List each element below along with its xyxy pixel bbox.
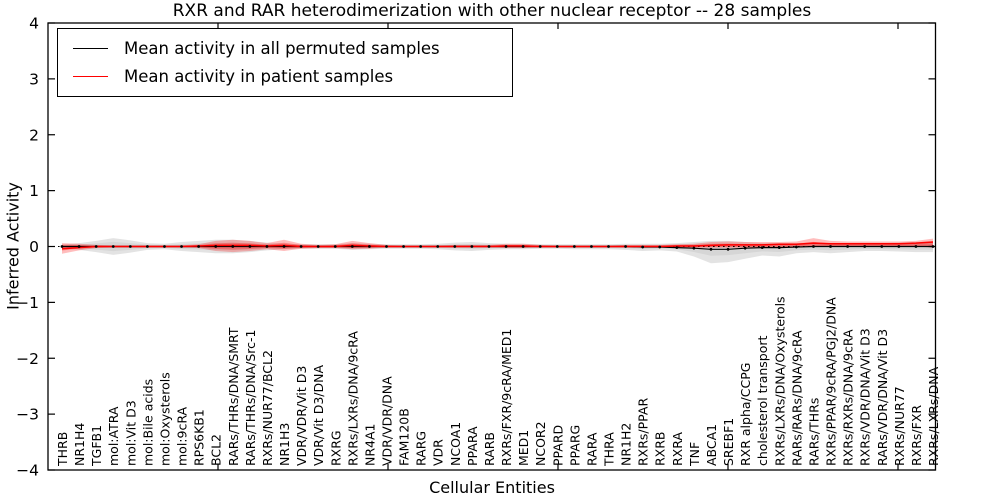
x-tick-label: RXRG xyxy=(328,430,343,466)
x-tick-label: PPARA xyxy=(465,426,480,466)
legend-label-patient: Mean activity in patient samples xyxy=(124,66,394,86)
x-tick-label: PPARG xyxy=(567,425,582,466)
x-tick-label: mol:Vit D3 xyxy=(123,400,138,466)
x-tick-label: BCL2 xyxy=(209,434,224,466)
y-axis-ticks: 4 3 2 1 0 −1 −2 −3 −4 xyxy=(16,15,936,480)
x-tick-label: NCOA1 xyxy=(448,422,463,466)
y-tick-label: 1 xyxy=(29,182,39,200)
y-tick-label: −1 xyxy=(16,294,39,312)
y-tick-label: 0 xyxy=(29,238,39,256)
x-tick-label: mol:9cRA xyxy=(175,406,190,466)
x-axis-ticks xyxy=(217,23,899,470)
x-tick-label: RXRs/VDR/DNA/Vit D3 xyxy=(858,328,873,466)
x-tick-label: THRA xyxy=(602,432,617,467)
x-tick-label: RARs/THRs/DNA/Src-1 xyxy=(243,330,258,466)
x-tick-label: TGFB1 xyxy=(89,425,104,467)
x-tick-label: VDR/VDR/Vit D3 xyxy=(294,366,309,466)
x-tick-label: RARs/THRs/DNA/SMRT xyxy=(226,327,241,466)
x-tick-label: mol:Bile acids xyxy=(140,379,155,466)
x-tick-label: RARs/THRs xyxy=(806,398,821,466)
x-tick-label: RARA xyxy=(584,432,599,466)
x-tick-label: mol:Oxysterols xyxy=(157,372,172,466)
x-tick-label: RXRs/PPAR xyxy=(636,398,651,466)
red-line-sample-icon xyxy=(73,75,108,77)
x-tick-label: mol:ATRA xyxy=(106,406,121,466)
x-tick-label: NR1H4 xyxy=(72,423,87,466)
legend-item-patient: Mean activity in patient samples xyxy=(73,67,512,86)
x-tick-label: RXRs/NUR77 xyxy=(892,386,907,466)
x-tick-label: THRB xyxy=(55,432,70,467)
x-tick-label: RXRs/FXR/9cRA/MED1 xyxy=(499,329,514,466)
x-tick-label: RPS6KB1 xyxy=(192,409,207,466)
x-tick-label: NR4A1 xyxy=(362,424,377,467)
x-tick-label: RXRA xyxy=(670,432,685,466)
x-tick-label: ABCA1 xyxy=(704,424,719,466)
x-tick-label: RXRs/LXRs/DNA xyxy=(926,366,941,466)
permuted-mean-markers xyxy=(60,245,935,251)
x-tick-label: MED1 xyxy=(516,430,531,466)
x-tick-label: NCOR2 xyxy=(533,421,548,466)
y-tick-label: 3 xyxy=(29,70,39,88)
y-axis-label: Inferred Activity xyxy=(3,182,23,310)
x-tick-label: RXRB xyxy=(653,431,668,466)
x-tick-label: TNF xyxy=(687,442,702,467)
x-tick-label: FAM120B xyxy=(397,408,412,466)
black-line-sample-icon xyxy=(73,48,108,50)
legend-label-permuted: Mean activity in all permuted samples xyxy=(124,39,440,59)
x-tick-label: PPARD xyxy=(550,425,565,466)
legend-item-permuted: Mean activity in all permuted samples xyxy=(73,39,512,58)
y-tick-label: 2 xyxy=(29,126,39,144)
x-tick-label: VDR/VDR/DNA xyxy=(379,376,394,466)
chart-title: RXR and RAR heterodimerization with othe… xyxy=(172,1,812,21)
x-tick-label: RXRs/PPAR/9cRA/PGJ2/DNA xyxy=(824,297,839,466)
x-tick-label: RXRs/LXRs/DNA/9cRA xyxy=(345,331,360,466)
y-tick-label: 4 xyxy=(29,15,39,33)
x-tick-label: RARG xyxy=(414,431,429,466)
legend: Mean activity in all permuted samples Me… xyxy=(57,28,513,97)
x-tick-label: RXR alpha/CCPG xyxy=(738,363,753,466)
x-tick-label: SREBF1 xyxy=(721,418,736,466)
x-tick-label: RXRs/NUR77/BCL2 xyxy=(260,350,275,466)
x-tick-label: RARs/VDR/DNA/Vit D3 xyxy=(875,329,890,466)
x-tick-label: RARs/RARs/DNA/9cRA xyxy=(789,330,804,466)
x-tick-label: RXRs/RXRs/DNA/9cRA xyxy=(841,329,856,466)
x-tick-label: VDR/Vit D3/DNA xyxy=(311,365,326,466)
x-axis-label: Cellular Entities xyxy=(429,478,555,497)
x-tick-label: RXRs/LXRs/DNA/Oxysterols xyxy=(772,296,787,466)
x-tick-label: NR1H2 xyxy=(619,423,634,466)
x-category-labels: THRB NR1H4 TGFB1 mol:ATRA mol:Vit D3 mol:Bile… xyxy=(55,296,941,467)
x-tick-label: VDR xyxy=(431,439,446,466)
y-tick-label: −4 xyxy=(16,462,39,480)
x-tick-label: cholesterol transport xyxy=(755,335,770,466)
x-tick-label: NR1H3 xyxy=(277,423,292,466)
patient-mean-line xyxy=(61,241,934,250)
x-tick-label: RARB xyxy=(482,432,497,466)
y-tick-label: −2 xyxy=(16,350,39,368)
y-tick-label: −3 xyxy=(16,406,39,424)
x-tick-label: RXRs/FXR xyxy=(909,405,924,466)
